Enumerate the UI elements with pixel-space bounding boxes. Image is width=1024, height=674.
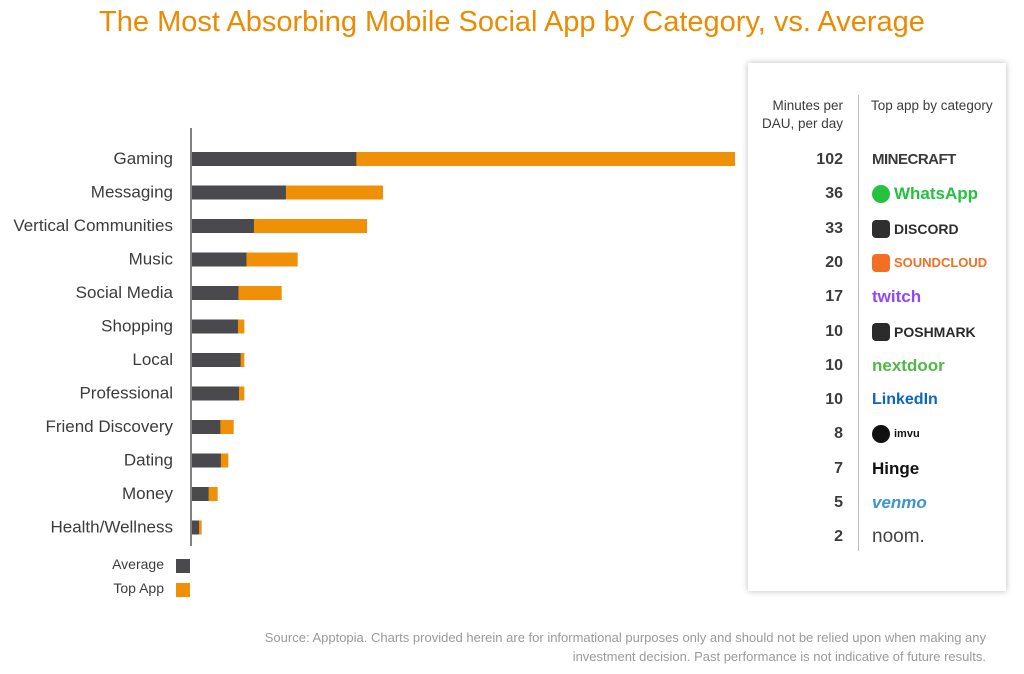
category-label-music: Music xyxy=(129,250,174,269)
legend-average: Average xyxy=(60,556,190,573)
imvu-icon: imvu xyxy=(872,419,920,449)
minecraft-logo: MINECRAFT xyxy=(872,145,956,175)
panel-divider xyxy=(858,95,859,551)
panel-row: 102 MINECRAFT xyxy=(748,145,1006,175)
legend-top-app: Top App xyxy=(60,580,190,597)
bar-average-money xyxy=(191,487,209,501)
panel-row: 36 WhatsApp xyxy=(748,179,1006,209)
bar-average-social-media xyxy=(191,286,239,300)
app-name: WhatsApp xyxy=(894,184,979,204)
category-label-local: Local xyxy=(132,350,173,369)
category-label-money: Money xyxy=(122,484,174,503)
whatsapp-icon: WhatsApp xyxy=(872,179,978,209)
imvu-glyph-icon xyxy=(872,425,890,444)
panel-row: 10 LinkedIn xyxy=(748,385,1006,415)
bar-average-health-wellness xyxy=(191,520,199,535)
minutes-value: 10 xyxy=(825,356,843,374)
app-name: SOUNDCLOUD xyxy=(894,254,988,270)
linkedin-icon: LinkedIn xyxy=(872,385,938,415)
nextdoor-logo: nextdoor xyxy=(872,351,945,381)
category-label-dating: Dating xyxy=(124,451,173,470)
panel-row: 8 imvu xyxy=(748,419,1006,449)
bar-average-friend-discovery xyxy=(191,420,221,434)
panel-row: 7 Hinge xyxy=(748,454,1006,484)
twitch-logo: twitch xyxy=(872,282,921,312)
category-label-vertical-communities: Vertical Communities xyxy=(13,216,173,235)
app-name: twitch xyxy=(872,287,922,307)
hinge-logo: Hinge xyxy=(872,454,919,484)
category-label-gaming: Gaming xyxy=(113,149,173,168)
app-name: LinkedIn xyxy=(872,391,938,409)
category-label-health-wellness: Health/Wellness xyxy=(50,518,173,537)
bar-average-professional xyxy=(191,386,239,401)
app-name: venmo xyxy=(872,493,927,512)
minutes-value: 20 xyxy=(825,253,843,271)
poshmark-glyph-icon xyxy=(872,322,890,341)
minutes-value: 36 xyxy=(825,185,843,203)
minutes-value: 33 xyxy=(825,219,843,237)
venmo-logo: venmo xyxy=(872,488,927,518)
app-name: MINECRAFT xyxy=(872,151,956,168)
whatsapp-glyph-icon xyxy=(872,185,890,204)
top-app-header: Top app by category xyxy=(871,98,993,113)
bar-average-vertical-communities xyxy=(191,219,254,233)
panel-row: 20 SOUNDCLOUD xyxy=(748,248,1006,278)
category-label-social-media: Social Media xyxy=(76,283,174,302)
bar-average-shopping xyxy=(191,319,238,334)
panel-row: 5 venmo xyxy=(748,488,1006,518)
minutes-header: Minutes per DAU, per day xyxy=(761,98,843,131)
bar-average-gaming xyxy=(191,152,357,166)
panel-row: 33 DISCORD xyxy=(748,214,1006,244)
poshmark-icon: POSHMARK xyxy=(872,317,976,347)
panel-row: 10 nextdoor xyxy=(748,351,1006,381)
bar-average-local xyxy=(191,353,241,367)
discord-glyph-icon xyxy=(872,219,890,238)
minutes-value: 10 xyxy=(825,391,843,409)
noom-logo: noom. xyxy=(872,522,925,552)
panel-row: 10 POSHMARK xyxy=(748,317,1006,347)
stacked-bar-chart: Gaming Messaging Vertical Communities Music… xyxy=(13,128,735,546)
bar-average-music xyxy=(191,252,247,267)
minutes-value: 5 xyxy=(834,494,843,511)
minutes-value: 2 xyxy=(834,528,843,546)
app-name: Hinge xyxy=(872,458,920,478)
app-name: DISCORD xyxy=(894,220,959,237)
source-note: Source: Apptopia. Charts provided herein… xyxy=(264,630,986,664)
app-name: imvu xyxy=(894,428,920,441)
app-name: POSHMARK xyxy=(894,323,976,340)
top-app-panel: Minutes per DAU, per day Top app by cate… xyxy=(748,63,1006,591)
app-name: noom. xyxy=(872,526,925,548)
legend-average-swatch xyxy=(176,559,190,573)
category-label-friend-discovery: Friend Discovery xyxy=(45,417,173,436)
discord-icon: DISCORD xyxy=(872,214,959,244)
minutes-value: 102 xyxy=(816,151,843,168)
minutes-value: 8 xyxy=(834,425,843,443)
bar-average-messaging xyxy=(191,185,286,200)
panel-row: 2 noom. xyxy=(748,522,1006,552)
soundcloud-glyph-icon xyxy=(872,253,890,272)
chart-title: The Most Absorbing Mobile Social App by … xyxy=(99,6,925,38)
soundcloud-icon: SOUNDCLOUD xyxy=(872,248,987,278)
app-name: nextdoor xyxy=(872,355,945,375)
minutes-value: 10 xyxy=(825,322,843,340)
legend-top-app-label: Top App xyxy=(113,580,164,596)
legend-average-label: Average xyxy=(112,556,164,572)
category-label-messaging: Messaging xyxy=(91,183,173,202)
legend-top-app-swatch xyxy=(176,583,190,597)
bar-average-dating xyxy=(191,453,221,468)
minutes-value: 7 xyxy=(834,459,843,477)
category-label-shopping: Shopping xyxy=(101,317,173,336)
category-label-professional: Professional xyxy=(79,384,173,403)
panel-row: 17 twitch xyxy=(748,282,1006,312)
minutes-value: 17 xyxy=(825,288,843,306)
